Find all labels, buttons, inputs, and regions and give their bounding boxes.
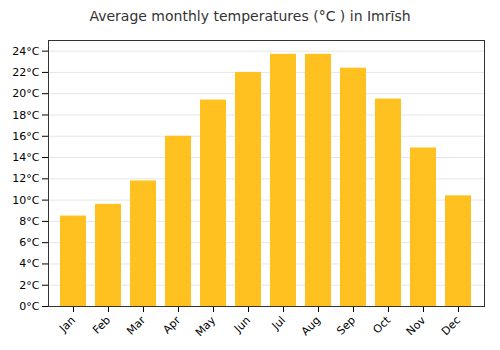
svg-text:May: May (193, 313, 219, 339)
svg-text:2°C: 2°C (19, 279, 39, 292)
svg-text:Jan: Jan (56, 314, 78, 336)
svg-text:8°C: 8°C (19, 215, 39, 228)
svg-text:20°C: 20°C (12, 87, 39, 100)
svg-text:Feb: Feb (90, 314, 113, 337)
svg-text:0°C: 0°C (19, 300, 39, 313)
svg-text:10°C: 10°C (12, 194, 39, 207)
svg-text:24°C: 24°C (12, 45, 39, 58)
svg-text:16°C: 16°C (12, 130, 39, 143)
svg-text:Sep: Sep (334, 314, 358, 338)
svg-text:22°C: 22°C (12, 66, 39, 79)
svg-text:Aug: Aug (299, 314, 323, 338)
svg-text:Jul: Jul (269, 314, 288, 333)
svg-text:14°C: 14°C (12, 151, 39, 164)
svg-text:Nov: Nov (404, 313, 429, 338)
svg-text:6°C: 6°C (19, 236, 39, 249)
svg-text:Mar: Mar (124, 313, 148, 337)
svg-text:18°C: 18°C (12, 109, 39, 122)
svg-text:Jun: Jun (231, 314, 253, 336)
svg-text:12°C: 12°C (12, 172, 39, 185)
svg-text:Dec: Dec (439, 314, 463, 338)
svg-text:4°C: 4°C (19, 257, 39, 270)
html-text:Average monthly temperatures (: Average monthly temperatures (°C ) in Im… (89, 8, 411, 24)
svg-text:Oct: Oct (370, 313, 393, 336)
svg-text:Apr: Apr (160, 313, 183, 336)
